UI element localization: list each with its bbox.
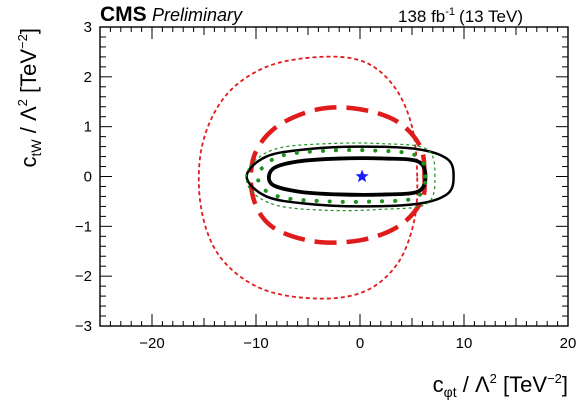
contour-solid-3 bbox=[267, 156, 428, 197]
y-tick-label: −1 bbox=[75, 218, 92, 235]
axis-ticks bbox=[99, 26, 569, 327]
x-tick-labels: −20 −10 0 10 20 bbox=[139, 335, 576, 352]
y-tick-label: 3 bbox=[84, 19, 92, 36]
status-label: Preliminary bbox=[152, 5, 243, 25]
y-axis-title: ctW / Λ2 [TeV−2] bbox=[15, 28, 44, 167]
x-tick-label: −10 bbox=[243, 335, 268, 352]
x-axis-title: cφt / Λ2 [TeV−2] bbox=[433, 371, 568, 400]
y-tick-label: 1 bbox=[84, 119, 92, 136]
plot-frame bbox=[99, 26, 569, 327]
best-fit-star bbox=[355, 169, 369, 183]
contour-dashed-1 bbox=[248, 105, 427, 245]
y-tick-label: −2 bbox=[75, 268, 92, 285]
luminosity-label: 138 fb-1 (13 TeV) bbox=[398, 6, 523, 26]
x-tick-label: 20 bbox=[560, 335, 577, 352]
y-tick-label: 2 bbox=[84, 69, 92, 86]
x-tick-label: 0 bbox=[356, 335, 364, 352]
luminosity-value: 138 fb bbox=[398, 7, 445, 26]
y-tick-label: −3 bbox=[75, 318, 92, 335]
energy-label: (13 TeV) bbox=[459, 7, 523, 26]
experiment-label: CMS bbox=[100, 3, 147, 26]
x-tick-label: 10 bbox=[456, 335, 473, 352]
luminosity-exponent: -1 bbox=[445, 6, 455, 18]
x-tick-label: −20 bbox=[139, 335, 164, 352]
best-fit-marker-group bbox=[355, 169, 369, 183]
y-tick-label: 0 bbox=[84, 169, 92, 186]
contour-dotted-5 bbox=[245, 142, 436, 212]
contour-dotted-0 bbox=[197, 55, 419, 300]
y-tick-labels: −3 −2 −1 0 1 2 3 bbox=[75, 19, 92, 335]
contour-dotted-4 bbox=[256, 147, 428, 204]
contours bbox=[197, 55, 455, 300]
